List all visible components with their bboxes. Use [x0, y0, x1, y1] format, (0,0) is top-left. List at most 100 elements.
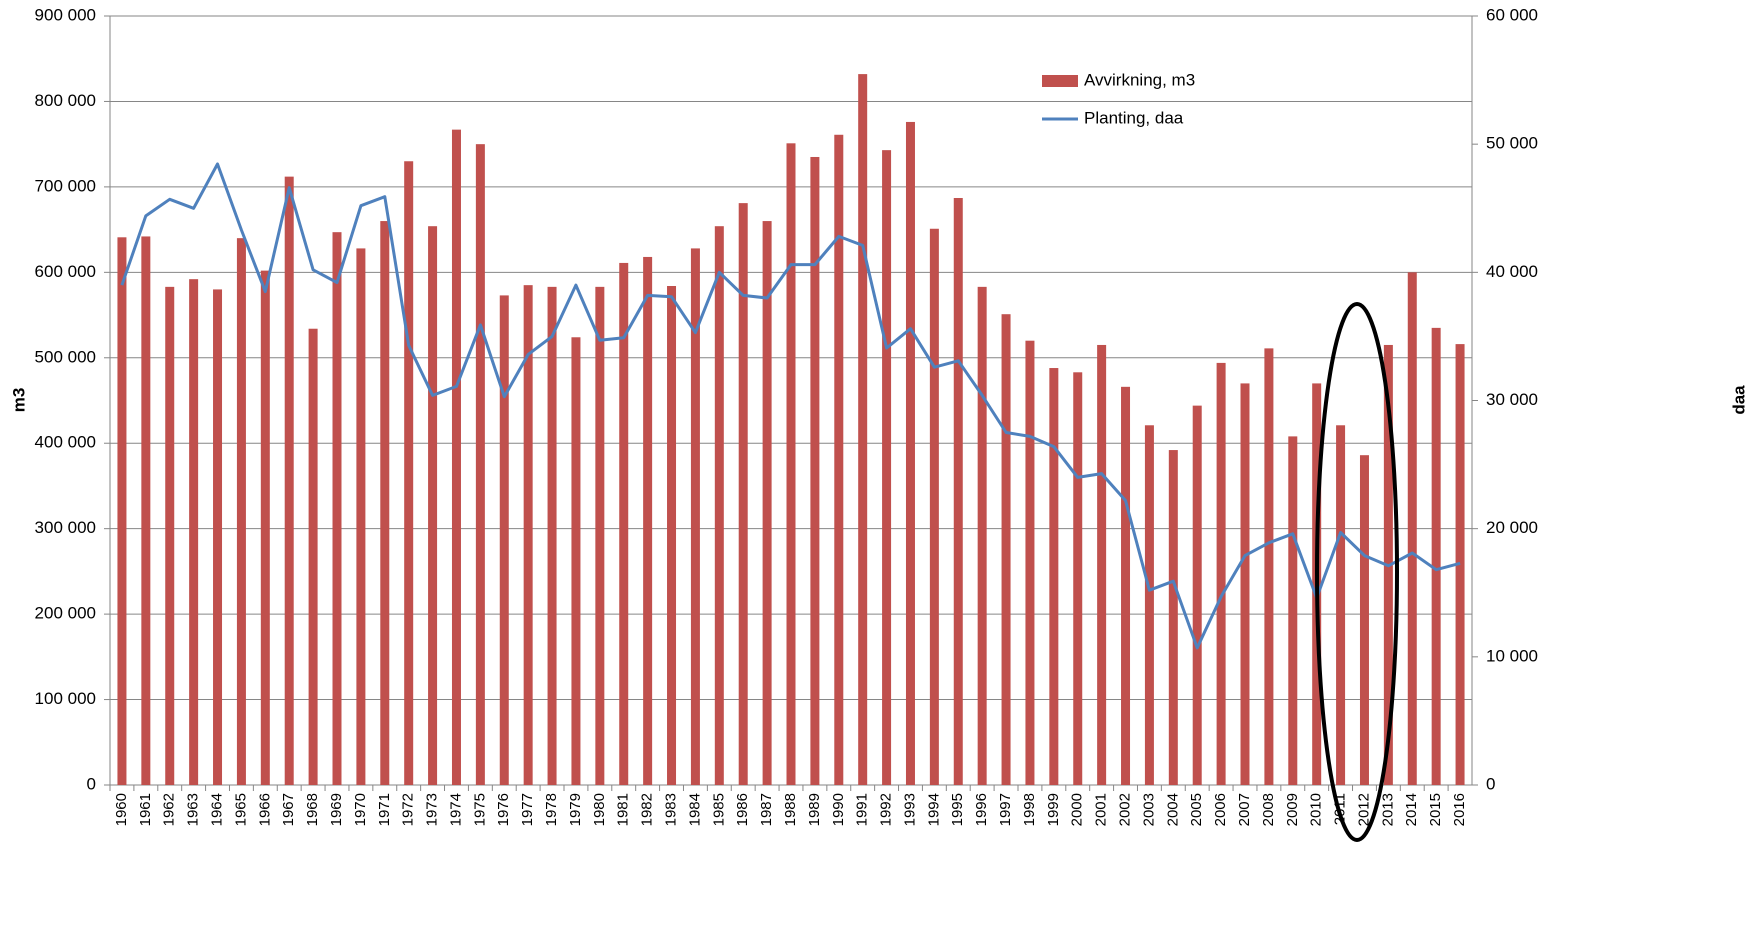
x-tick-label: 2000 — [1069, 793, 1086, 826]
y-tick-label: 700 000 — [35, 176, 96, 195]
x-tick-label: 2010 — [1308, 793, 1325, 826]
y2-tick-label: 0 — [1486, 774, 1495, 793]
bar — [1049, 368, 1059, 785]
x-tick-label: 2005 — [1188, 793, 1205, 826]
bar — [141, 236, 151, 786]
x-tick-label: 1995 — [949, 793, 966, 826]
y-tick-label: 800 000 — [35, 91, 96, 110]
bar — [260, 270, 270, 785]
y2-tick-label: 10 000 — [1486, 646, 1538, 665]
y-tick-label: 400 000 — [35, 433, 96, 452]
bar — [475, 144, 485, 785]
x-tick-label: 1992 — [878, 793, 895, 826]
x-tick-label: 1970 — [352, 793, 369, 826]
bar — [786, 143, 796, 785]
x-tick-label: 1979 — [567, 793, 584, 826]
bar — [858, 74, 868, 785]
x-tick-label: 2003 — [1140, 793, 1157, 826]
bar — [595, 286, 605, 785]
bar — [1097, 344, 1107, 785]
bar — [1288, 436, 1298, 785]
bar — [1240, 383, 1250, 785]
bar — [1001, 314, 1011, 785]
bar — [571, 337, 581, 785]
bar — [451, 129, 461, 785]
x-tick-label: 1993 — [901, 793, 918, 826]
legend-swatch — [1042, 75, 1078, 87]
bar — [213, 289, 223, 785]
x-tick-label: 1987 — [758, 793, 775, 826]
bar — [1216, 362, 1226, 785]
x-tick-label: 1963 — [185, 793, 202, 826]
y2-tick-label: 60 000 — [1486, 5, 1538, 24]
bar — [1073, 372, 1083, 785]
x-tick-label: 1972 — [400, 793, 417, 826]
x-tick-label: 1997 — [997, 793, 1014, 826]
x-tick-label: 2001 — [1093, 793, 1110, 826]
y2-tick-label: 40 000 — [1486, 262, 1538, 281]
bar — [308, 328, 318, 785]
bar — [499, 295, 509, 785]
x-tick-label: 1961 — [137, 793, 154, 826]
bar — [929, 228, 939, 786]
bar — [1168, 450, 1178, 785]
bar — [714, 226, 724, 785]
bar — [738, 203, 748, 785]
bar — [882, 150, 892, 786]
x-tick-label: 2012 — [1355, 793, 1372, 826]
bar — [523, 285, 533, 785]
x-tick-label: 2007 — [1236, 793, 1253, 826]
x-tick-label: 1960 — [113, 793, 130, 826]
bar — [1025, 340, 1035, 785]
legend-label: Planting, daa — [1084, 108, 1184, 127]
y2-tick-label: 30 000 — [1486, 390, 1538, 409]
bar — [953, 197, 963, 785]
x-tick-label: 1973 — [424, 793, 441, 826]
x-tick-label: 1996 — [973, 793, 990, 826]
x-tick-label: 1974 — [447, 793, 464, 826]
x-tick-label: 1976 — [495, 793, 512, 826]
x-tick-label: 1964 — [208, 793, 225, 826]
bar — [284, 176, 294, 785]
bar — [1264, 348, 1274, 785]
x-tick-label: 2006 — [1212, 793, 1229, 826]
bar — [619, 262, 629, 785]
bar — [332, 232, 342, 785]
bar — [1144, 425, 1154, 785]
x-tick-label: 1998 — [1021, 793, 1038, 826]
line — [120, 162, 1461, 650]
legend-label: Avvirkning, m3 — [1084, 70, 1195, 89]
bar — [547, 286, 557, 785]
x-tick-label: 1994 — [925, 793, 942, 826]
x-tick-label: 1962 — [161, 793, 178, 826]
highlight-ellipse — [1315, 302, 1399, 842]
x-tick-label: 1966 — [256, 793, 273, 826]
x-tick-label: 1969 — [328, 793, 345, 826]
bar — [762, 221, 772, 786]
bar — [236, 238, 246, 786]
bar — [165, 286, 175, 785]
x-tick-label: 2016 — [1451, 793, 1468, 826]
x-tick-label: 2009 — [1284, 793, 1301, 826]
y2-tick-label: 20 000 — [1486, 518, 1538, 537]
x-tick-label: 2011 — [1332, 793, 1349, 825]
bar — [834, 134, 844, 786]
x-tick-label: 1999 — [1045, 793, 1062, 826]
bar — [404, 161, 414, 785]
bar — [667, 286, 677, 785]
bar — [428, 226, 438, 785]
bar — [810, 156, 820, 785]
x-tick-label: 1991 — [854, 793, 871, 826]
bar — [1407, 272, 1417, 785]
x-tick-label: 1988 — [782, 793, 799, 826]
x-tick-label: 1989 — [806, 793, 823, 826]
y2-tick-label: 50 000 — [1486, 134, 1538, 153]
x-tick-label: 1967 — [280, 793, 297, 826]
x-tick-label: 2014 — [1403, 793, 1420, 826]
bar — [690, 248, 700, 786]
bar — [356, 248, 366, 786]
bar — [643, 256, 653, 785]
bar — [117, 237, 127, 785]
y2-axis-label: daa — [1729, 385, 1748, 415]
